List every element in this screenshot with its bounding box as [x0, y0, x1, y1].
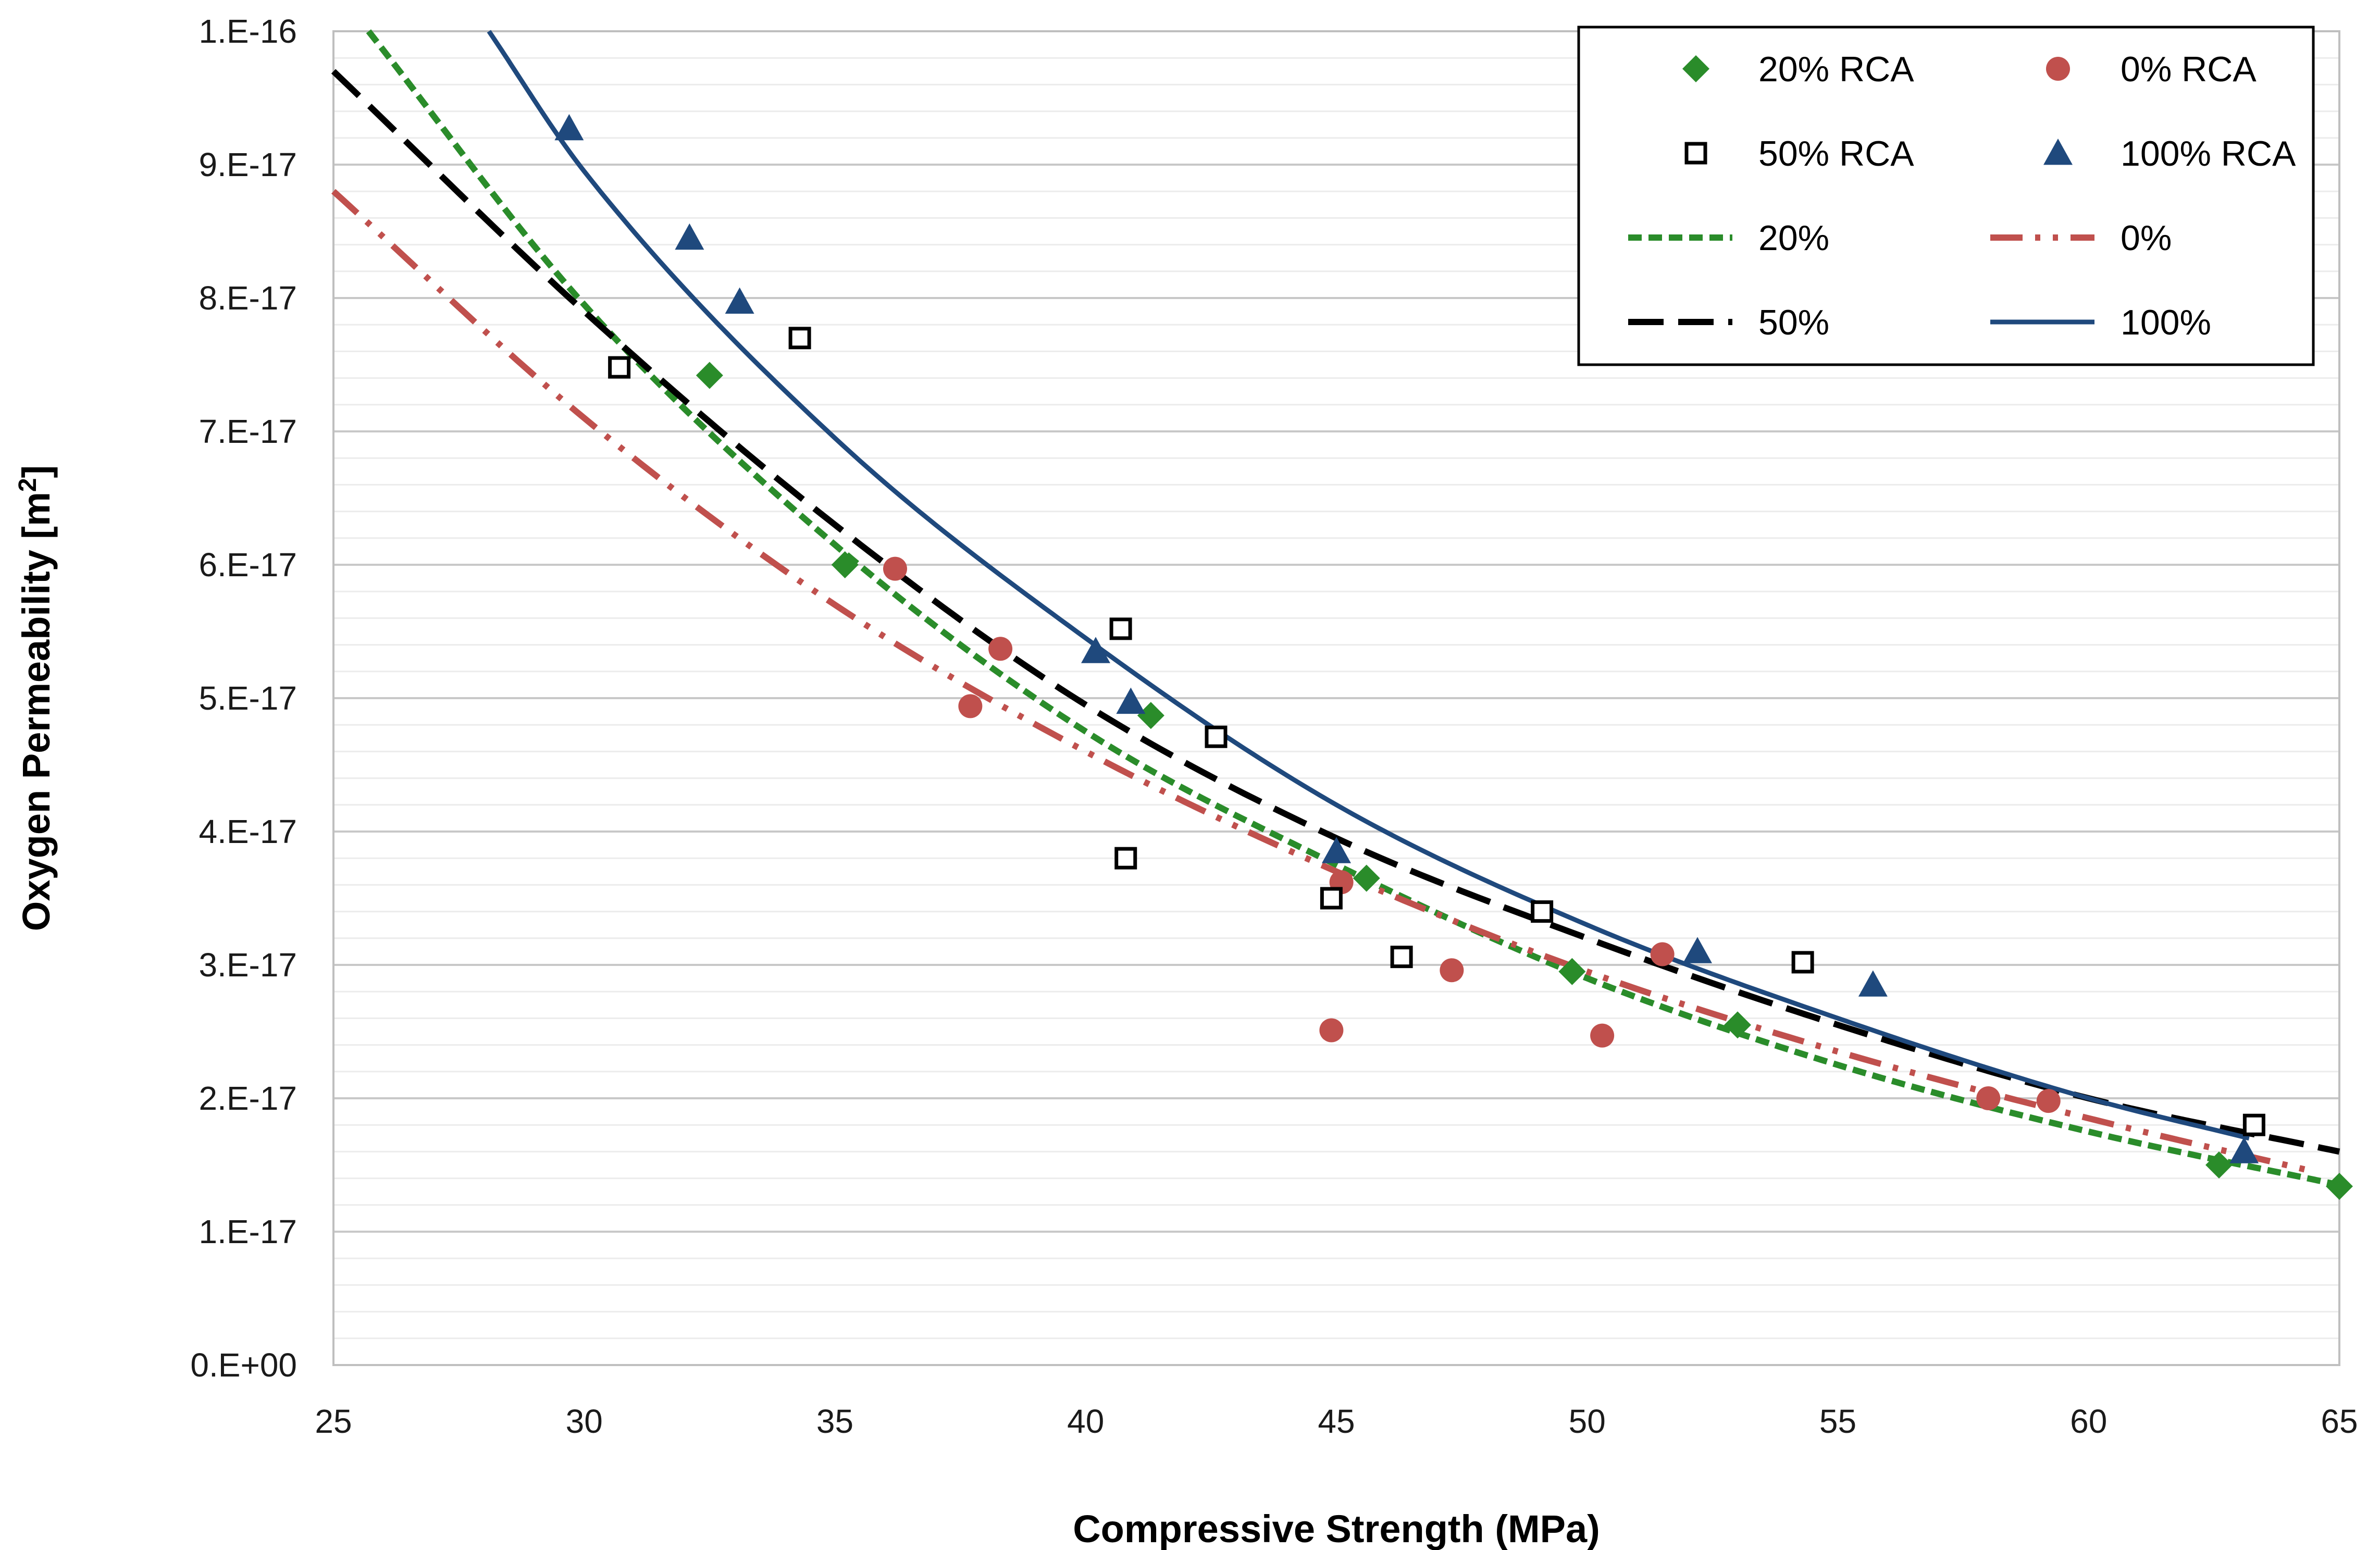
x-tick-label: 45 — [1318, 1403, 1355, 1440]
marker-20pct-rca — [696, 362, 723, 389]
legend-marker-100pct-rca — [2043, 139, 2073, 165]
y-axis-title: Oxygen Permeability [m2] — [14, 465, 58, 931]
y-axis-title-close: ] — [15, 465, 58, 478]
legend-label: 0% — [2121, 218, 2172, 258]
trendline-20pct — [366, 29, 2340, 1188]
legend-label: 100% — [2121, 303, 2211, 342]
marker-0pct-rca — [1650, 942, 1675, 966]
marker-0pct-rca — [988, 637, 1013, 661]
y-tick-label: 3.E-17 — [199, 946, 297, 984]
x-tick-label: 50 — [1569, 1403, 1606, 1440]
marker-20pct-rca — [1724, 1011, 1751, 1039]
x-tick-label: 25 — [315, 1403, 352, 1440]
marker-0pct-rca — [1319, 1018, 1344, 1043]
marker-100pct-rca — [2229, 1137, 2259, 1163]
y-tick-label: 5.E-17 — [199, 679, 297, 717]
marker-100pct-rca — [1683, 937, 1712, 963]
marker-50pct-rca — [2242, 1113, 2265, 1136]
y-tick-label: 0.E+00 — [190, 1346, 297, 1384]
legend-marker-0pct-rca — [2046, 57, 2070, 81]
legend-label: 50% RCA — [1758, 134, 1914, 173]
marker-20pct-rca — [831, 551, 859, 578]
marker-100pct-rca — [1322, 837, 1351, 863]
marker-0pct-rca — [1976, 1086, 2001, 1110]
x-tick-label: 55 — [1819, 1403, 1856, 1440]
y-tick-label: 2.E-17 — [199, 1080, 297, 1117]
y-axis-title-text: Oxygen Permeability [m — [15, 492, 58, 931]
y-axis-title-superscript: 2 — [14, 478, 42, 492]
y-axis-tick-labels: 0.E+00 1.E-17 2.E-17 3.E-17 4.E-17 5.E-17 6.E-… — [190, 13, 297, 1384]
x-tick-label: 30 — [566, 1403, 603, 1440]
marker-100pct-rca — [554, 114, 584, 141]
legend: 20% RCA 0% RCA 50% RCA 100% RCA 20% 0% 50% 100% — [1577, 26, 2315, 366]
marker-50pct-rca — [1114, 847, 1137, 870]
legend-label: 20% — [1758, 218, 1829, 258]
legend-label: 0% RCA — [2121, 49, 2257, 89]
marker-100pct-rca — [725, 287, 754, 314]
marker-20pct-rca — [1137, 702, 1164, 729]
y-tick-label: 7.E-17 — [199, 413, 297, 450]
marker-100pct-rca — [675, 223, 704, 250]
marker-50pct-rca — [1109, 617, 1132, 640]
marker-100pct-rca — [1858, 970, 1888, 997]
x-axis-tick-labels: 25 30 35 40 45 50 55 60 65 — [315, 1403, 2358, 1440]
y-tick-label: 1.E-16 — [199, 13, 297, 50]
marker-100pct-rca — [1081, 637, 1110, 663]
legend-marker-50pct-rca — [1684, 142, 1707, 165]
y-tick-label: 6.E-17 — [199, 546, 297, 584]
y-tick-label: 9.E-17 — [199, 146, 297, 183]
y-tick-label: 1.E-17 — [199, 1213, 297, 1250]
marker-20pct-rca — [2326, 1172, 2353, 1200]
marker-0pct-rca — [1440, 958, 1464, 983]
marker-50pct-rca — [608, 356, 631, 379]
legend-label: 50% — [1758, 303, 1829, 342]
data-markers — [554, 114, 2353, 1200]
legend-box — [1577, 26, 2315, 366]
plot-area-frame — [332, 30, 2340, 1366]
trendline-100pct — [487, 30, 2250, 1141]
y-tick-label: 8.E-17 — [199, 279, 297, 317]
marker-0pct-rca — [2036, 1089, 2061, 1113]
legend-label: 20% RCA — [1758, 49, 1914, 89]
marker-50pct-rca — [1390, 946, 1413, 969]
x-tick-label: 65 — [2321, 1403, 2358, 1440]
marker-50pct-rca — [1791, 951, 1814, 974]
y-tick-label: 4.E-17 — [199, 813, 297, 850]
legend-label: 100% RCA — [2121, 134, 2296, 173]
marker-20pct-rca — [2205, 1151, 2233, 1179]
marker-0pct-rca — [1590, 1023, 1615, 1048]
marker-100pct-rca — [1116, 687, 1146, 714]
marker-50pct-rca — [1205, 725, 1228, 748]
x-axis-title: Compressive Strength (MPa) — [1073, 1507, 1600, 1550]
x-tick-label: 60 — [2070, 1403, 2107, 1440]
marker-0pct-rca — [958, 694, 983, 718]
legend-marker-20pct-rca — [1682, 55, 1709, 82]
marker-20pct-rca — [1353, 864, 1380, 892]
marker-50pct-rca — [788, 327, 811, 350]
marker-50pct-rca — [1531, 900, 1554, 923]
marker-50pct-rca — [1320, 887, 1343, 910]
marker-20pct-rca — [1558, 958, 1586, 985]
x-tick-label: 40 — [1067, 1403, 1104, 1440]
x-tick-label: 35 — [816, 1403, 853, 1440]
marker-0pct-rca — [883, 556, 907, 581]
